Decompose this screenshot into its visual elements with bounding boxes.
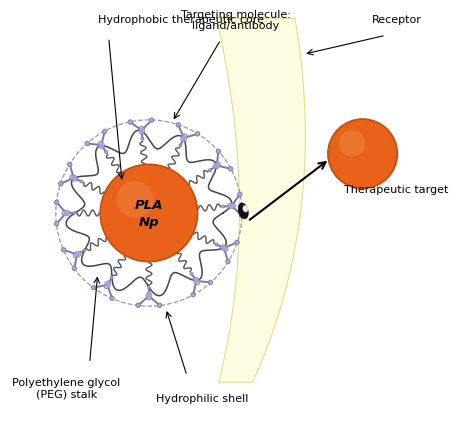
Circle shape: [328, 119, 397, 188]
Ellipse shape: [243, 205, 248, 212]
Ellipse shape: [228, 203, 236, 209]
Circle shape: [62, 248, 66, 252]
Circle shape: [55, 200, 59, 204]
Text: Hydrophobic therapeutic core: Hydrophobic therapeutic core: [98, 15, 264, 26]
Ellipse shape: [146, 292, 152, 300]
Circle shape: [73, 211, 76, 215]
Circle shape: [209, 280, 213, 285]
Circle shape: [190, 273, 193, 276]
Circle shape: [176, 123, 181, 127]
Ellipse shape: [104, 281, 111, 289]
Circle shape: [235, 240, 239, 245]
Circle shape: [221, 205, 225, 208]
Text: Polyethylene glycol
(PEG) stalk: Polyethylene glycol (PEG) stalk: [12, 378, 120, 400]
Circle shape: [228, 167, 233, 171]
Circle shape: [105, 150, 108, 153]
Circle shape: [226, 259, 230, 264]
Ellipse shape: [62, 210, 70, 216]
Circle shape: [339, 130, 365, 156]
Circle shape: [128, 120, 132, 124]
Ellipse shape: [181, 134, 187, 142]
Circle shape: [80, 180, 83, 183]
Circle shape: [237, 192, 242, 196]
Circle shape: [110, 296, 114, 300]
Circle shape: [157, 303, 162, 308]
Ellipse shape: [73, 251, 81, 258]
Circle shape: [191, 293, 195, 297]
Circle shape: [55, 222, 59, 226]
Ellipse shape: [213, 162, 221, 169]
Circle shape: [215, 243, 218, 246]
Ellipse shape: [220, 245, 228, 251]
Circle shape: [83, 249, 86, 252]
Circle shape: [102, 129, 107, 133]
Ellipse shape: [193, 277, 200, 285]
Circle shape: [110, 276, 113, 279]
Circle shape: [91, 285, 96, 290]
Circle shape: [117, 181, 154, 218]
Circle shape: [59, 181, 63, 186]
Text: Therapeutic target: Therapeutic target: [344, 185, 448, 195]
Text: Np: Np: [138, 216, 159, 229]
Circle shape: [195, 132, 200, 136]
Ellipse shape: [139, 126, 145, 135]
Circle shape: [209, 169, 211, 172]
Circle shape: [141, 137, 144, 140]
Circle shape: [72, 266, 76, 271]
Circle shape: [68, 162, 72, 167]
Circle shape: [239, 213, 244, 218]
Circle shape: [136, 303, 140, 308]
Ellipse shape: [70, 175, 78, 181]
Circle shape: [216, 149, 220, 153]
Ellipse shape: [238, 203, 248, 219]
Circle shape: [179, 144, 182, 147]
Polygon shape: [217, 18, 305, 382]
Circle shape: [85, 141, 90, 146]
Ellipse shape: [98, 141, 105, 149]
Circle shape: [100, 164, 198, 262]
Text: Receptor: Receptor: [372, 15, 421, 26]
Circle shape: [147, 286, 150, 289]
Circle shape: [149, 118, 154, 122]
Text: Hydrophilic shell: Hydrophilic shell: [155, 394, 248, 404]
Text: Targeting molecule:
ligand/antibody: Targeting molecule: ligand/antibody: [181, 10, 291, 31]
Text: PLA: PLA: [135, 199, 163, 212]
